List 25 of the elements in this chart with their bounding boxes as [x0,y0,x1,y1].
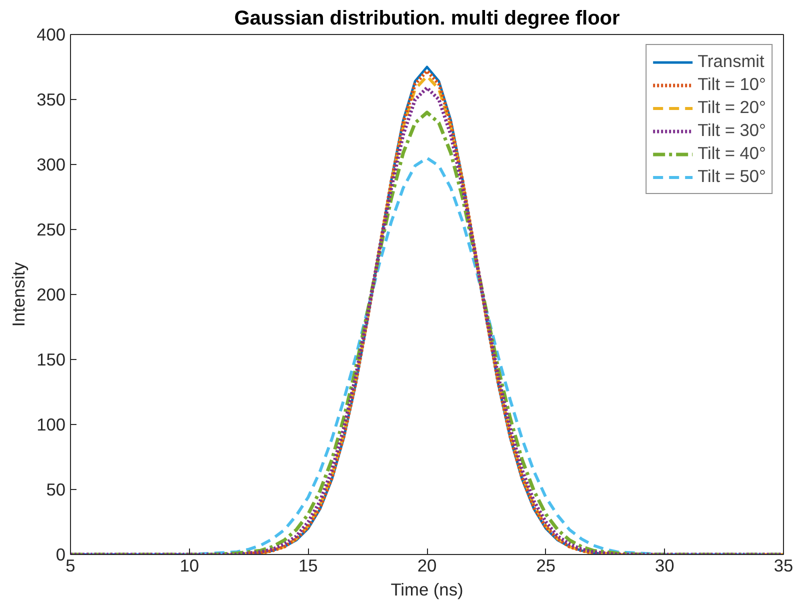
legend-label: Tilt = 40° [698,143,766,164]
x-tick-label: 15 [298,556,318,576]
y-tick-label: 250 [36,220,66,240]
legend-label: Tilt = 20° [698,97,766,118]
x-tick-label: 10 [180,556,199,576]
x-tick-label: 20 [417,556,437,576]
x-tick-label: 25 [536,556,556,576]
y-axis-title: Intensity [8,262,29,327]
legend-label: Tilt = 50° [698,166,766,187]
legend-label: Transmit [698,51,764,72]
y-tick-label: 100 [36,414,66,434]
x-tick-label: 35 [774,556,794,576]
legend-label: Tilt = 30° [698,120,766,141]
y-tick-label: 0 [56,544,66,564]
y-tick-label: 200 [36,284,66,304]
y-tick-label: 150 [36,350,66,370]
chart-title: Gaussian distribution. multi degree floor [234,8,620,30]
y-tick-label: 400 [36,24,66,44]
x-axis-title: Time (ns) [390,580,464,600]
x-tick-label: 30 [655,556,674,576]
y-tick-label: 300 [36,154,66,174]
legend-label: Tilt = 10° [698,74,766,95]
y-tick-label: 350 [36,90,66,110]
y-tick-label: 50 [46,480,66,500]
x-tick-label: 5 [66,556,76,576]
